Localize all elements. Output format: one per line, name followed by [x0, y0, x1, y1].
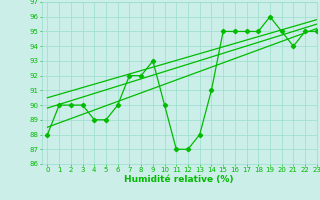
- X-axis label: Humidité relative (%): Humidité relative (%): [124, 175, 234, 184]
